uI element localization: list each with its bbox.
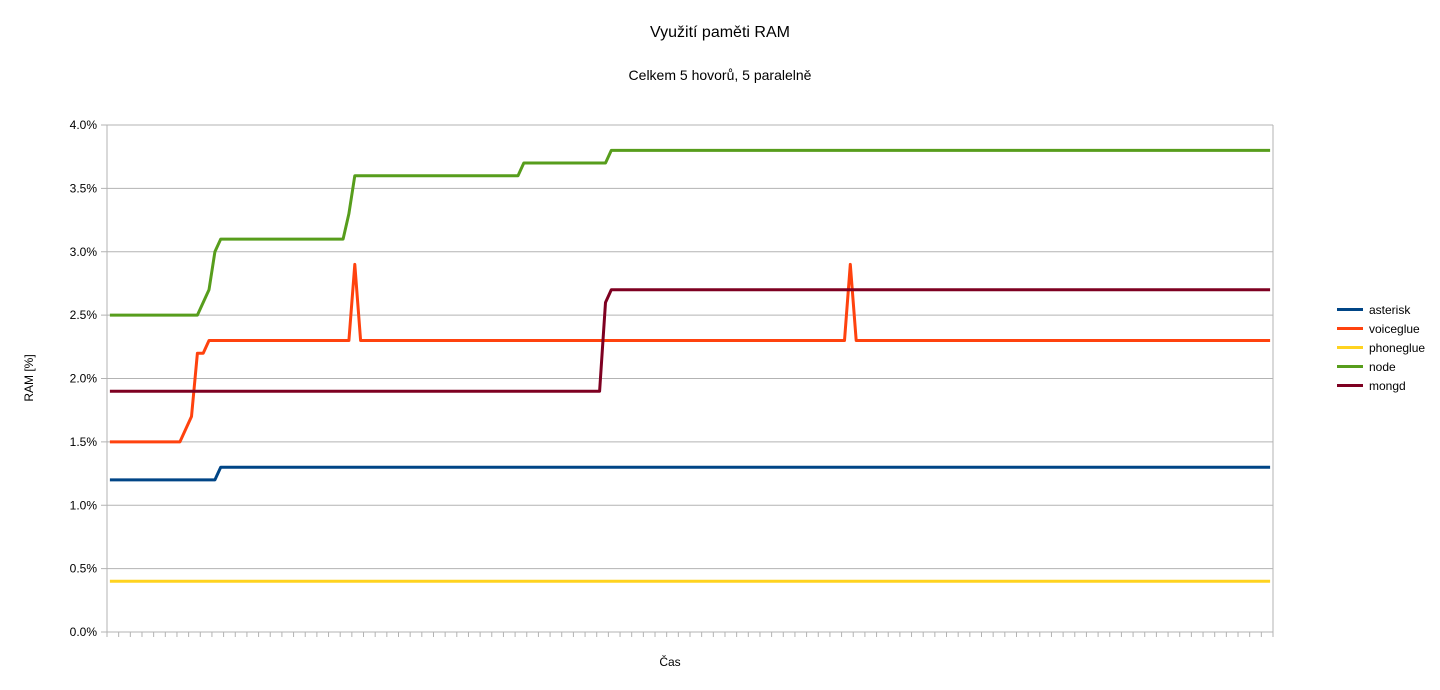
chart-subtitle: Celkem 5 hovorů, 5 paralelně <box>628 67 812 83</box>
series-lines <box>109 148 1271 583</box>
series-line-node <box>109 148 1271 317</box>
chart-title: Využití paměti RAM <box>650 24 790 41</box>
legend-item-asterisk: asterisk <box>1337 300 1425 319</box>
legend: asterisk voiceglue phoneglue node mongd <box>1337 300 1425 395</box>
legend-label: phoneglue <box>1369 340 1426 355</box>
legend-label: voiceglue <box>1369 321 1420 336</box>
y-axis-title: RAM [%] <box>22 354 36 401</box>
legend-swatch <box>1337 308 1363 311</box>
legend-label: node <box>1369 359 1396 374</box>
y-tick-label: 1.5% <box>70 435 98 449</box>
legend-item-phoneglue: phoneglue <box>1337 338 1425 357</box>
y-tick-label: 2.5% <box>70 308 98 322</box>
y-tick-label: 3.0% <box>70 245 98 259</box>
series-line-mongd <box>109 288 1271 393</box>
legend-item-voiceglue: voiceglue <box>1337 319 1425 338</box>
legend-item-node: node <box>1337 357 1425 376</box>
y-tick-label: 3.5% <box>70 181 98 195</box>
y-tick-label: 4.0% <box>70 118 98 132</box>
legend-swatch <box>1337 384 1363 387</box>
legend-swatch <box>1337 365 1363 368</box>
x-axis-title: Čas <box>659 654 680 669</box>
series-line-asterisk <box>109 465 1271 482</box>
legend-swatch <box>1337 346 1363 349</box>
x-axis-ticks <box>106 632 1274 637</box>
legend-swatch <box>1337 327 1363 330</box>
y-tick-label: 1.0% <box>70 498 98 512</box>
grid-lines <box>101 124 1274 633</box>
y-axis-tick-labels: 0.0% 0.5% 1.0% 1.5% 2.0% 2.5% 3.0% 3.5% 4.0% <box>70 118 98 639</box>
legend-label: asterisk <box>1369 302 1411 317</box>
series-line-voiceglue <box>109 262 1271 444</box>
y-tick-label: 0.0% <box>70 625 98 639</box>
legend-item-mongd: mongd <box>1337 376 1425 395</box>
y-tick-label: 2.0% <box>70 372 98 386</box>
y-tick-label: 0.5% <box>70 562 98 576</box>
legend-label: mongd <box>1369 378 1406 393</box>
